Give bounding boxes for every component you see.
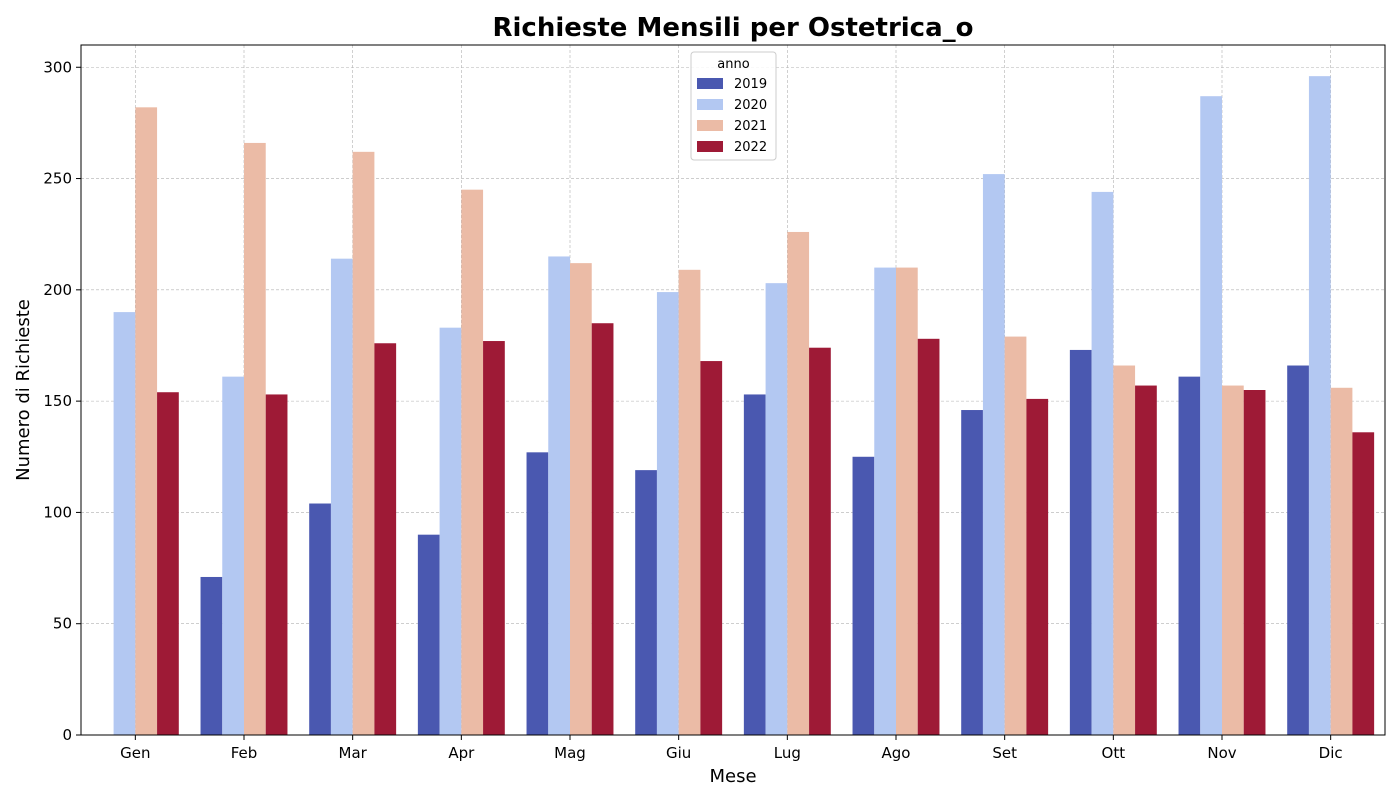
y-axis-title: Numero di Richieste <box>13 299 34 481</box>
bar-2019-giu <box>635 470 657 735</box>
bar-2020-ago <box>874 267 896 735</box>
bar-2022-apr <box>483 341 505 735</box>
bar-2020-dic <box>1308 76 1331 735</box>
bar-2022-giu <box>700 361 723 735</box>
x-tick-label: Giu <box>666 744 691 762</box>
bar-2021-ago <box>896 267 918 735</box>
bar-2022-ott <box>1135 385 1157 735</box>
bar-2020-giu <box>656 292 679 735</box>
x-tick-label: Feb <box>231 744 258 762</box>
bar-2021-apr <box>461 189 484 735</box>
bar-2021-dic <box>1330 387 1353 735</box>
legend-label-2019: 2019 <box>734 77 767 92</box>
bar-2020-gen <box>113 312 136 735</box>
bar-2019-ott <box>1069 349 1092 735</box>
bar-2021-lug <box>787 231 810 735</box>
bar-2021-mag <box>570 263 592 735</box>
x-tick-label: Set <box>992 744 1017 762</box>
legend-label-2021: 2021 <box>734 119 767 134</box>
bar-2021-nov <box>1222 385 1244 735</box>
bar-2020-apr <box>439 327 462 735</box>
bar-2019-ago <box>852 456 875 735</box>
bar-2019-feb <box>200 576 223 735</box>
bar-2019-mar <box>309 503 331 735</box>
x-tick-label: Ago <box>882 744 911 762</box>
legend-swatch-2019 <box>697 78 723 89</box>
y-tick-label: 0 <box>62 726 72 744</box>
bar-2019-mag <box>526 452 549 735</box>
bar-2019-apr <box>417 534 440 735</box>
x-tick-label: Dic <box>1319 744 1343 762</box>
bar-2021-ott <box>1113 365 1136 735</box>
y-tick-label: 250 <box>43 170 72 188</box>
x-tick-label: Lug <box>774 744 801 762</box>
legend-swatch-2020 <box>697 99 723 110</box>
bar-2021-set <box>1004 336 1027 735</box>
y-tick-label: 300 <box>43 58 72 76</box>
bar-2020-feb <box>222 376 244 735</box>
legend-swatch-2022 <box>697 141 723 152</box>
bar-2019-dic <box>1287 365 1309 735</box>
bar-2022-dic <box>1352 432 1375 735</box>
bar-2022-feb <box>265 394 288 735</box>
y-tick-label: 150 <box>43 392 72 410</box>
y-axis-ticks: 0 50 100 150 200 250 300 <box>43 58 81 744</box>
bar-2022-ago <box>917 338 940 735</box>
x-tick-label: Nov <box>1207 744 1236 762</box>
x-tick-label: Mag <box>554 744 586 762</box>
legend-title: anno <box>717 57 749 72</box>
bar-2020-ott <box>1091 191 1114 736</box>
legend-label-2020: 2020 <box>734 98 767 113</box>
bar-2019-lug <box>743 394 766 735</box>
x-tick-label: Apr <box>448 744 475 762</box>
bar-2022-mar <box>374 343 397 735</box>
bar-2021-mar <box>352 151 375 735</box>
y-tick-label: 100 <box>43 503 72 521</box>
bar-series <box>113 76 1375 736</box>
bar-2021-feb <box>244 142 266 735</box>
legend-swatch-2021 <box>697 120 723 131</box>
bar-2022-nov <box>1243 390 1266 735</box>
bar-2020-nov <box>1200 96 1222 736</box>
bar-2021-giu <box>678 269 701 735</box>
x-tick-label: Ott <box>1102 744 1126 762</box>
y-tick-label: 200 <box>43 281 72 299</box>
chart-title: Richieste Mensili per Ostetrica_o <box>492 13 973 43</box>
legend: anno 2019 2020 2021 2022 <box>690 51 777 161</box>
x-tick-label: Gen <box>120 744 150 762</box>
bar-2020-mar <box>330 258 353 735</box>
bar-2020-lug <box>765 283 788 735</box>
y-tick-label: 50 <box>53 615 72 633</box>
bar-2020-set <box>982 174 1005 735</box>
bar-2022-mag <box>591 323 614 735</box>
x-tick-label: Mar <box>339 744 368 762</box>
bar-2019-nov <box>1178 376 1201 735</box>
bar-2022-gen <box>157 392 179 735</box>
bar-2021-gen <box>135 107 158 736</box>
x-axis-title: Mese <box>709 766 756 787</box>
plot-frame <box>80 44 1386 736</box>
bar-2020-mag <box>548 256 570 735</box>
x-axis-ticks: Gen Feb Mar Apr Mag Giu Lug Ago Set Ott Nov Dic <box>120 735 1343 762</box>
legend-label-2022: 2022 <box>734 140 767 155</box>
bar-2019-set <box>961 410 983 735</box>
bar-2022-set <box>1026 398 1049 735</box>
bar-2022-lug <box>809 347 831 735</box>
